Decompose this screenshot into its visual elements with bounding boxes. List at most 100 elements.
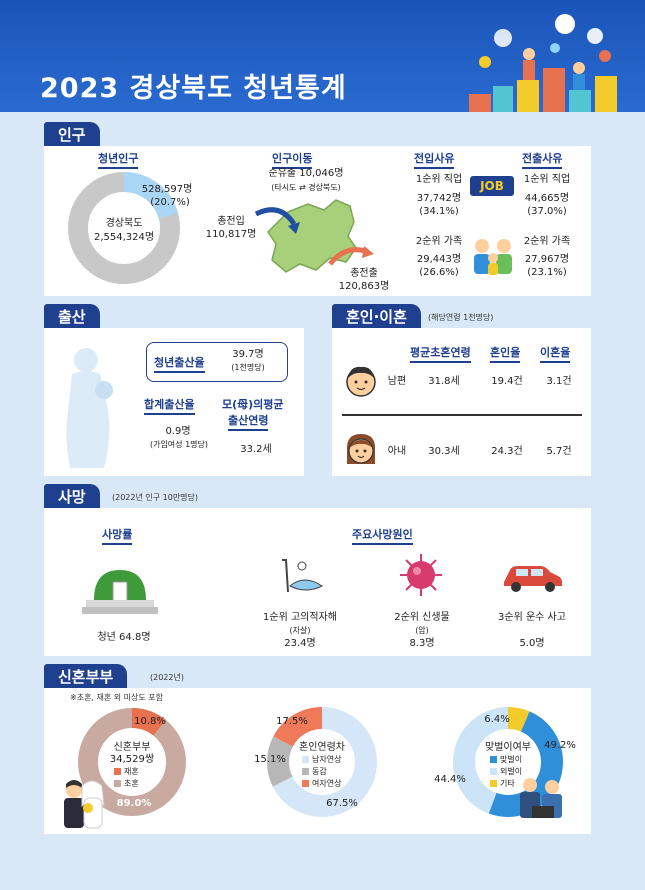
total-population-name: 경상북도 xyxy=(105,218,143,229)
in-reason-2-value: 29,443명 xyxy=(416,254,462,265)
other-income-legend-label: 기타 xyxy=(500,779,515,788)
mother-age-label-1: 모(母)의평균 xyxy=(222,398,284,411)
in-reason-2: 2순위 가족 xyxy=(415,236,463,247)
cause-2-label: 2순위 신생물 xyxy=(394,612,450,623)
working-couple-icon xyxy=(520,778,562,818)
age-gap-donut xyxy=(267,707,377,817)
older-husband-pct: 67.5% xyxy=(326,798,358,809)
job-icon: JOB xyxy=(470,176,514,196)
wife-label: 아내 xyxy=(387,446,407,457)
dual-income-legend-label: 맞벌이 xyxy=(500,755,523,764)
tfr-value: 0.9명 xyxy=(165,426,191,437)
remarry-pct: 10.8% xyxy=(134,716,166,727)
tfr-label: 합계출산율 xyxy=(144,396,195,415)
older-husband-legend-swatch xyxy=(302,756,309,763)
cause-1-sub: (자살) xyxy=(289,626,311,635)
car-accident-icon xyxy=(504,566,562,592)
newlywed-footnote: ※초혼, 재혼 외 미상도 포함 xyxy=(70,693,164,702)
total-population-value: 2,554,324명 xyxy=(93,232,155,243)
husband-marriage-rate: 19.4건 xyxy=(491,376,523,387)
husband-first-marriage-age: 31.8세 xyxy=(428,376,460,387)
husband-icon xyxy=(346,366,376,397)
net-outflow-note: (타시도 ⇄ 경상북도) xyxy=(271,183,341,192)
mother-baby-icon xyxy=(66,348,113,468)
cause-3-value: 5.0명 xyxy=(519,638,545,649)
dual-income-pct: 49.2% xyxy=(544,740,576,751)
youth-population-label: 청년인구 xyxy=(98,150,139,169)
other-income-pct: 6.4% xyxy=(484,714,510,725)
section-tab-newlywed: 신혼부부 xyxy=(44,664,136,690)
main-causes-label: 주요사망원인 xyxy=(352,526,413,545)
youth-birth-rate-box xyxy=(146,342,288,382)
youth-population-donut xyxy=(68,172,180,284)
wedding-couple-icon xyxy=(64,780,105,829)
tfr-unit: (가임여성 1명당) xyxy=(149,440,209,449)
death-rate-label: 사망률 xyxy=(102,526,133,545)
inflow-label: 총전입 xyxy=(217,216,245,227)
husband-divorce-rate: 3.1건 xyxy=(546,376,572,387)
single-income-legend-label: 외벌이 xyxy=(500,767,523,776)
gyeongbuk-map-icon xyxy=(254,199,374,273)
divorce-rate-header: 이혼율 xyxy=(540,344,571,363)
youth-birth-rate-label: 청년출산율 xyxy=(154,354,205,373)
cancer-cell-icon xyxy=(400,554,442,596)
section-tab-population: 인구 xyxy=(44,122,108,148)
header-illustration xyxy=(469,14,617,112)
cause-2-sub: (암) xyxy=(415,626,429,635)
out-reason-1: 1순위 직업 xyxy=(523,174,571,185)
remarry-legend-swatch xyxy=(114,768,121,775)
family-icon xyxy=(474,239,512,275)
marriage-panel xyxy=(332,328,591,476)
dual-income-legend-swatch xyxy=(490,756,497,763)
in-reason-1-pct: (34.1%) xyxy=(419,206,459,217)
out-reason-2-pct: (23.1%) xyxy=(527,267,567,278)
youth-population-pct: (20.7%) xyxy=(150,197,190,208)
marriage-divider xyxy=(342,414,582,416)
section-tab-birth: 출산 xyxy=(44,304,108,330)
net-outflow-value: 순유출 10,046명 xyxy=(268,168,344,179)
cause-1-label: 1순위 고의적자해 xyxy=(263,612,337,623)
youth-birth-rate-unit: (1천명당) xyxy=(231,363,265,372)
older-husband-legend-label: 남자연상 xyxy=(312,755,342,764)
cause-3-label: 3순위 운수 사고 xyxy=(498,612,566,623)
newlywed-donut-title: 신혼부부 xyxy=(113,742,151,753)
in-reason-label: 전입사유 xyxy=(414,150,455,169)
marriage-note: (해당연령 1천명당) xyxy=(428,313,494,322)
dual-income-donut xyxy=(453,707,563,817)
out-reason-2: 2순위 가족 xyxy=(523,236,571,247)
wife-divorce-rate: 5.7건 xyxy=(546,446,572,457)
wife-marriage-rate: 24.3건 xyxy=(491,446,523,457)
mother-age-value: 33.2세 xyxy=(240,444,272,455)
older-wife-pct: 17.5% xyxy=(276,716,308,727)
death-note: (2022년 인구 10만명당) xyxy=(112,493,199,502)
migration-label: 인구이동 xyxy=(272,150,313,169)
out-reason-2-value: 27,967명 xyxy=(524,254,570,265)
first-marriage-legend-label: 초혼 xyxy=(124,779,139,788)
youth-population-value: 528,597명 xyxy=(141,184,193,195)
husband-label: 남편 xyxy=(387,376,407,387)
suicide-cause-icon xyxy=(282,559,323,593)
mother-age-label-2: 출산연령 xyxy=(228,412,269,431)
newlywed-year: (2022년) xyxy=(150,673,184,682)
newlywed-donut xyxy=(78,708,186,816)
older-wife-legend-swatch xyxy=(302,780,309,787)
section-tab-death: 사망 xyxy=(44,484,108,510)
first-marriage-legend-swatch xyxy=(114,780,121,787)
single-income-legend-swatch xyxy=(490,768,497,775)
outflow-value: 120,863명 xyxy=(338,281,390,292)
death-rate-value: 청년 64.8명 xyxy=(97,632,151,643)
same-age-pct: 15.1% xyxy=(254,754,286,765)
outflow-label: 총전출 xyxy=(350,268,378,279)
first-marriage-age-header: 평균초혼연령 xyxy=(410,344,471,363)
in-reason-2-pct: (26.6%) xyxy=(419,267,459,278)
first-marriage-pct: 89.0% xyxy=(116,798,152,809)
in-reason-1-value: 37,742명 xyxy=(416,193,462,204)
page-title: 2023 경상북도 청년통계 xyxy=(40,73,347,104)
memorial-icon xyxy=(82,570,158,614)
wife-first-marriage-age: 30.3세 xyxy=(428,446,460,457)
cause-1-value: 23.4명 xyxy=(284,638,316,649)
dual-income-donut-title: 맞벌이여부 xyxy=(485,742,531,753)
out-reason-1-pct: (37.0%) xyxy=(527,206,567,217)
youth-birth-rate-value: 39.7명 xyxy=(232,349,264,360)
same-age-legend-swatch xyxy=(302,768,309,775)
